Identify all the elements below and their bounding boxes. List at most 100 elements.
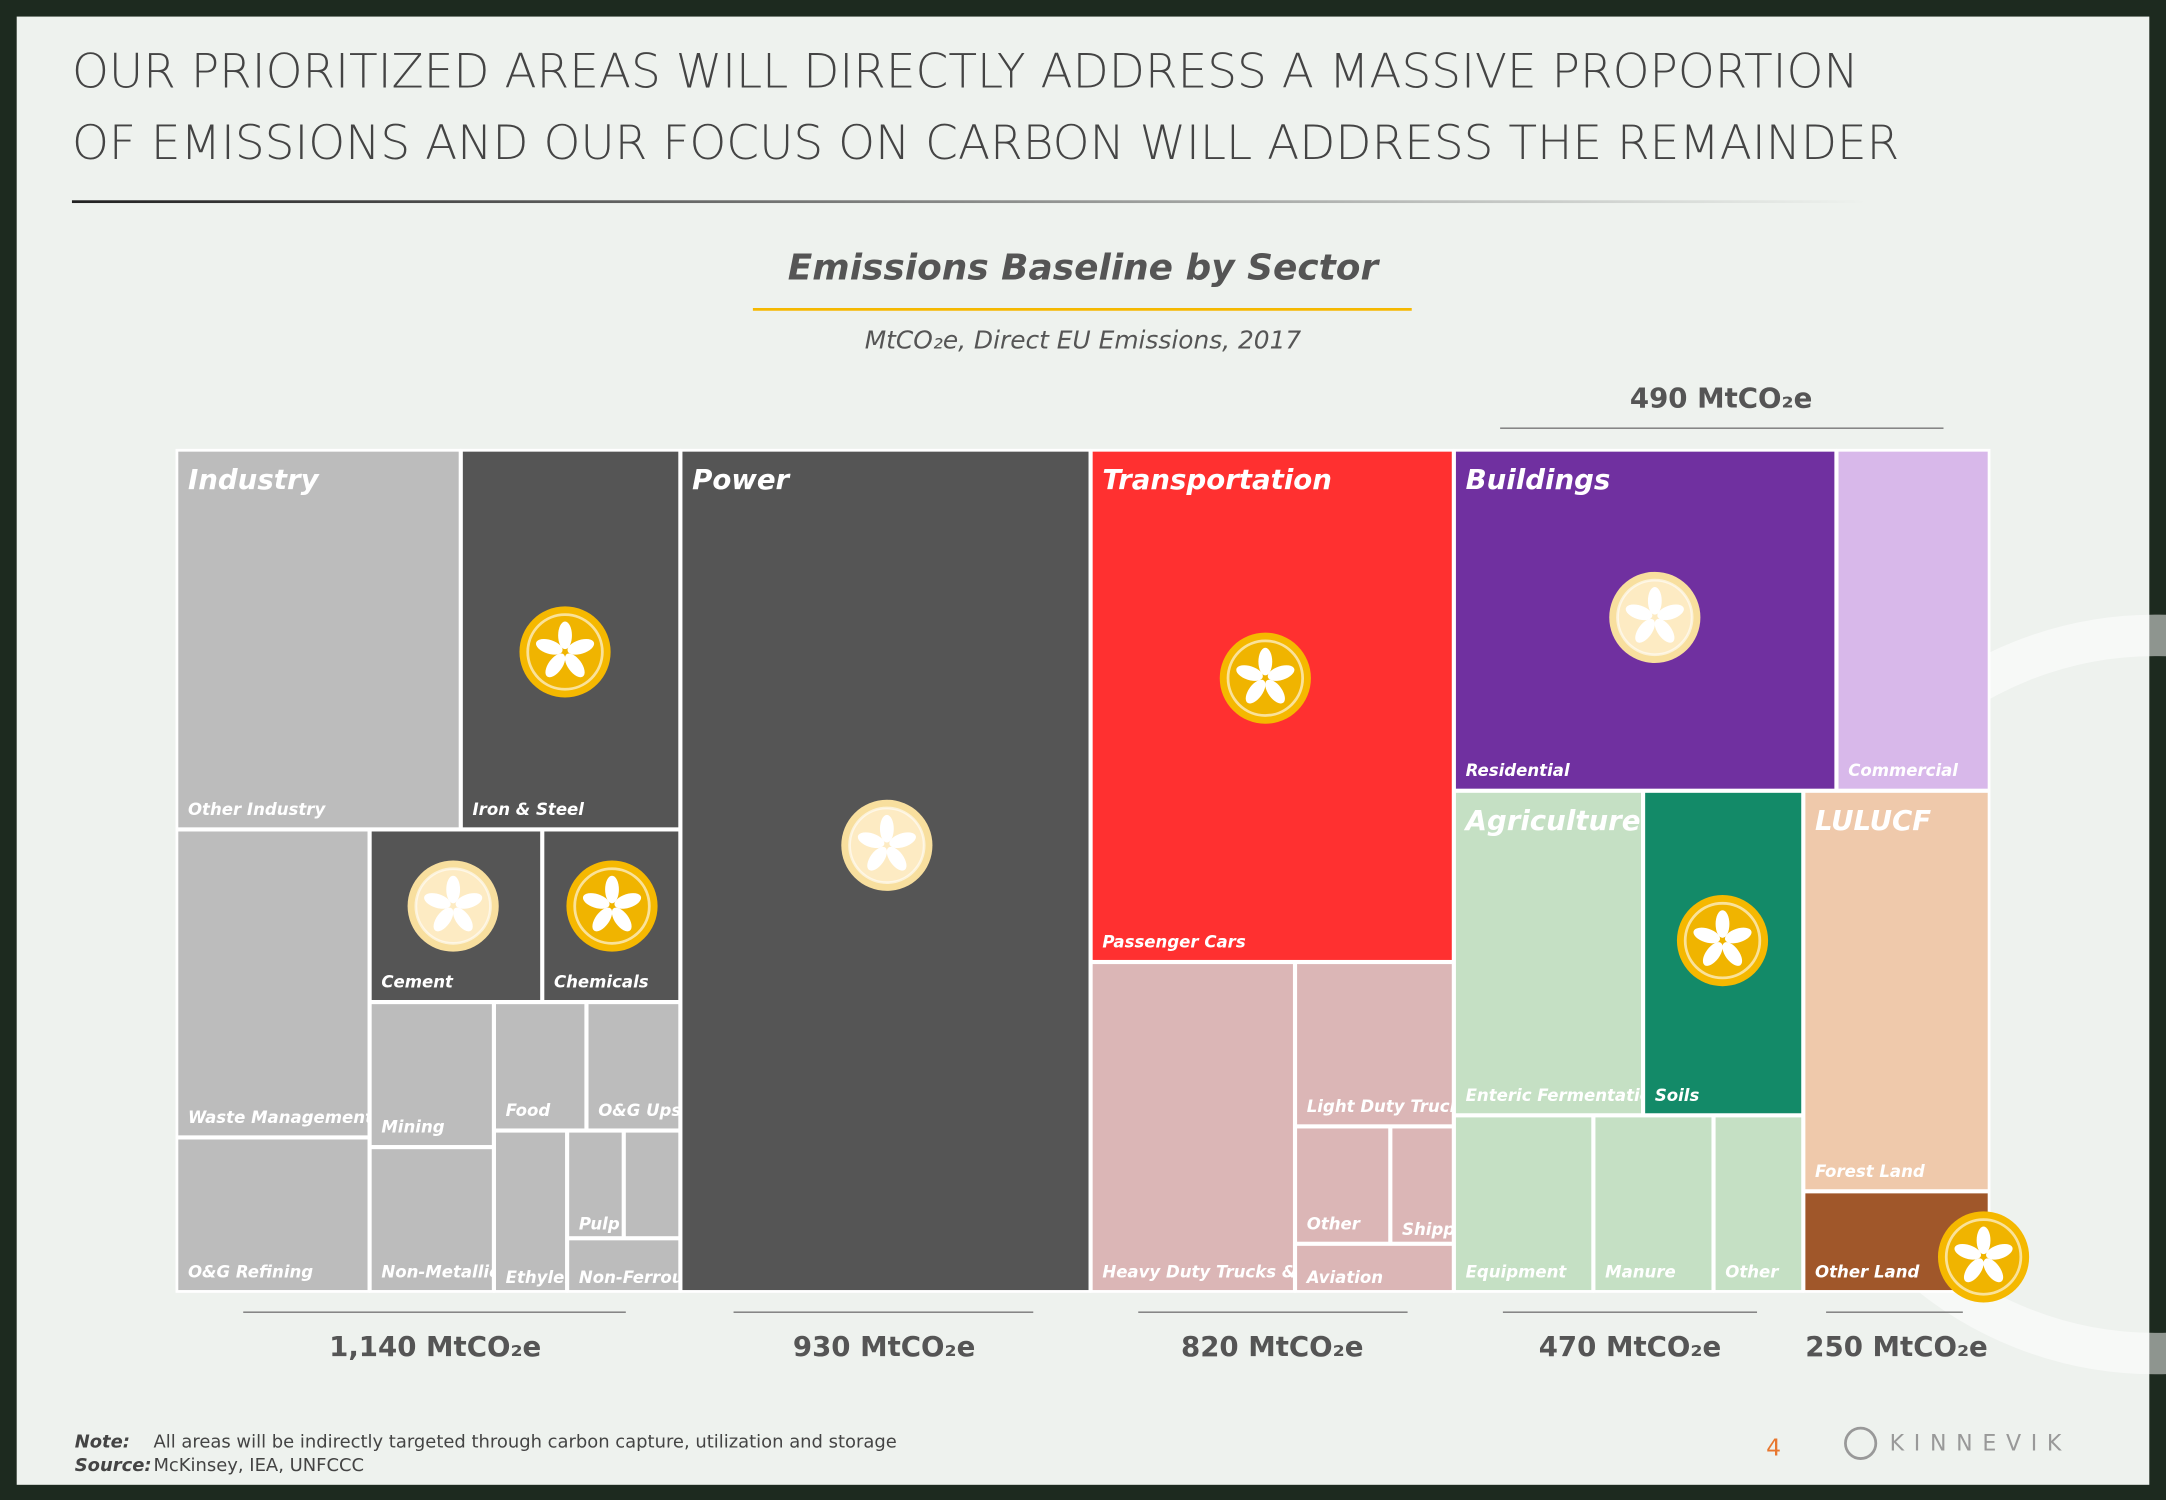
- icon: [1609, 571, 1701, 663]
- title-line: OF EMISSIONS AND OUR FOCUS ON CARBON WIL…: [72, 116, 1899, 171]
- icon-petal: [879, 814, 894, 843]
- source: McKinsey, IEA, UNFCCC: [153, 1455, 364, 1476]
- icon-petal: [535, 638, 563, 655]
- icon-petal: [1647, 587, 1662, 615]
- cell-label: Waste Management: [188, 1108, 374, 1127]
- icon-petal: [453, 907, 473, 932]
- cell-label: Aviation: [1305, 1268, 1383, 1287]
- sector-label: Buildings: [1466, 463, 1611, 496]
- treemap-cell: [585, 1001, 682, 1132]
- icon: [841, 799, 933, 891]
- icon-petal: [455, 893, 483, 909]
- cell-label: Enteric Fermentation: [1466, 1086, 1663, 1105]
- cell-label: Manure: [1605, 1263, 1676, 1282]
- sector-total: 470 MtCO₂e: [1539, 1330, 1721, 1363]
- cell-label: Other: [1307, 1214, 1362, 1233]
- treemap-cell: [368, 1146, 495, 1293]
- sector-total: 1,140 MtCO₂e: [329, 1330, 541, 1363]
- treemap-cell: [679, 448, 1092, 1293]
- icon-petal: [424, 893, 451, 909]
- cell-label: Passenger Cars: [1102, 932, 1246, 951]
- icon: [566, 860, 658, 952]
- sector-total: 820 MtCO₂e: [1181, 1330, 1363, 1363]
- icon-petal: [446, 875, 461, 904]
- icon-petal: [558, 621, 572, 650]
- icon-petal: [1954, 1243, 1982, 1260]
- cell-label: Food: [506, 1101, 551, 1120]
- icon: [1219, 632, 1311, 724]
- treemap-cell: [175, 828, 371, 1139]
- cell-label: Equipment: [1466, 1263, 1568, 1282]
- treemap-cell: [1453, 790, 1644, 1117]
- icon: [519, 606, 611, 698]
- chart-subtitle: MtCO₂e, Direct EU Emissions, 2017: [865, 325, 1302, 354]
- sector-label: Transportation: [1102, 463, 1332, 496]
- treemap-cell: [1294, 1243, 1455, 1293]
- treemap-cell: [566, 1237, 682, 1293]
- sector-total: 250 MtCO₂e: [1805, 1330, 1987, 1363]
- cell-label: Other: [1725, 1263, 1780, 1282]
- icon: [407, 860, 499, 952]
- icon-petal: [857, 832, 885, 849]
- note: All areas will be indirectly targeted th…: [153, 1431, 896, 1452]
- icon-petal: [1963, 1258, 1984, 1283]
- icon-petal: [886, 846, 907, 871]
- cell-label: Chemicals: [554, 973, 649, 992]
- cell-label: Cement: [381, 973, 454, 992]
- logo-icon: [1844, 1426, 1878, 1460]
- icon: [1676, 895, 1769, 987]
- icon-petal: [614, 893, 642, 909]
- icon-petal: [1976, 1226, 1991, 1255]
- source-label: Source:: [75, 1455, 152, 1476]
- icon-petal: [1702, 942, 1723, 966]
- treemap-cell: [175, 1136, 371, 1293]
- treemap-cell: [175, 448, 462, 831]
- treemap-cell: [1592, 1114, 1715, 1293]
- sector-label: Power: [692, 463, 791, 496]
- treemap-cell: [368, 1001, 495, 1148]
- icon-petal: [1635, 618, 1655, 643]
- icon-petal: [1245, 679, 1266, 704]
- icon: [1937, 1211, 2030, 1303]
- icon-petal: [567, 638, 595, 655]
- treemap-cell: [1802, 790, 1991, 1192]
- cell-label: Other Industry: [188, 800, 326, 819]
- icon-petal: [545, 653, 566, 678]
- cell-label: Commercial: [1848, 761, 1958, 780]
- sector-label: LULUCF: [1815, 804, 1931, 837]
- icon-petal: [433, 907, 454, 932]
- totals: 490 MtCO₂e 1,140 MtCO₂e 930 MtCO₂e 820 MtCO…: [243, 381, 1988, 1363]
- icon-petal: [605, 875, 619, 904]
- title-line: OUR PRIORITIZED AREAS WILL DIRECTLY ADDR…: [72, 44, 1859, 99]
- cell-label: Heavy Duty Trucks & Buses: [1102, 1263, 1357, 1282]
- icon-petal: [1625, 604, 1653, 621]
- sector-total: 930 MtCO₂e: [793, 1330, 975, 1363]
- icon-petal: [1265, 679, 1285, 704]
- icon-petal: [1258, 647, 1273, 676]
- icon-petal: [582, 893, 610, 909]
- page-number: 4: [1766, 1434, 1781, 1462]
- treemap-cell: [1712, 1114, 1804, 1293]
- icon-petal: [1654, 618, 1675, 643]
- icon-petal: [1983, 1258, 2004, 1283]
- icon-petal: [1715, 910, 1730, 938]
- cell-label: Mining: [381, 1118, 444, 1137]
- cell-label: Other Land: [1815, 1263, 1919, 1282]
- treemap-cell: [1294, 961, 1455, 1128]
- treemap-cell: [1389, 1125, 1455, 1245]
- sector-label: Agriculture: [1464, 804, 1641, 837]
- treemap-cell: [1089, 961, 1296, 1293]
- icon-petal: [1236, 665, 1263, 681]
- treemap: Other Industry Iron & Steel Waste Manageme…: [175, 448, 2030, 1303]
- icon-petal: [611, 907, 632, 932]
- icon-petal: [1657, 604, 1684, 621]
- icon-petal: [867, 846, 887, 871]
- icon-petal: [1267, 665, 1295, 681]
- icon-petal: [1986, 1243, 2013, 1260]
- cell-label: Forest Land: [1815, 1162, 1925, 1181]
- treemap-cell: [1835, 448, 1991, 792]
- cell-label: Residential: [1466, 761, 1570, 780]
- chart-title: Emissions Baseline by Sector: [788, 247, 1381, 288]
- cell-label: Iron & Steel: [473, 800, 585, 819]
